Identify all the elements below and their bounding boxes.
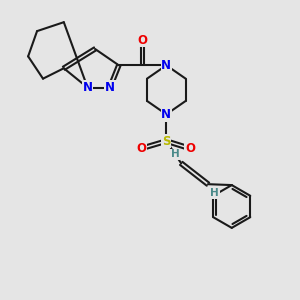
Text: N: N [82, 81, 93, 94]
Text: N: N [161, 108, 171, 121]
Text: H: H [171, 149, 180, 160]
Text: O: O [136, 142, 146, 155]
Text: N: N [105, 81, 115, 94]
Text: H: H [210, 188, 219, 198]
Text: O: O [185, 142, 195, 155]
Text: S: S [162, 135, 171, 148]
Text: O: O [138, 34, 148, 46]
Text: N: N [161, 59, 171, 72]
